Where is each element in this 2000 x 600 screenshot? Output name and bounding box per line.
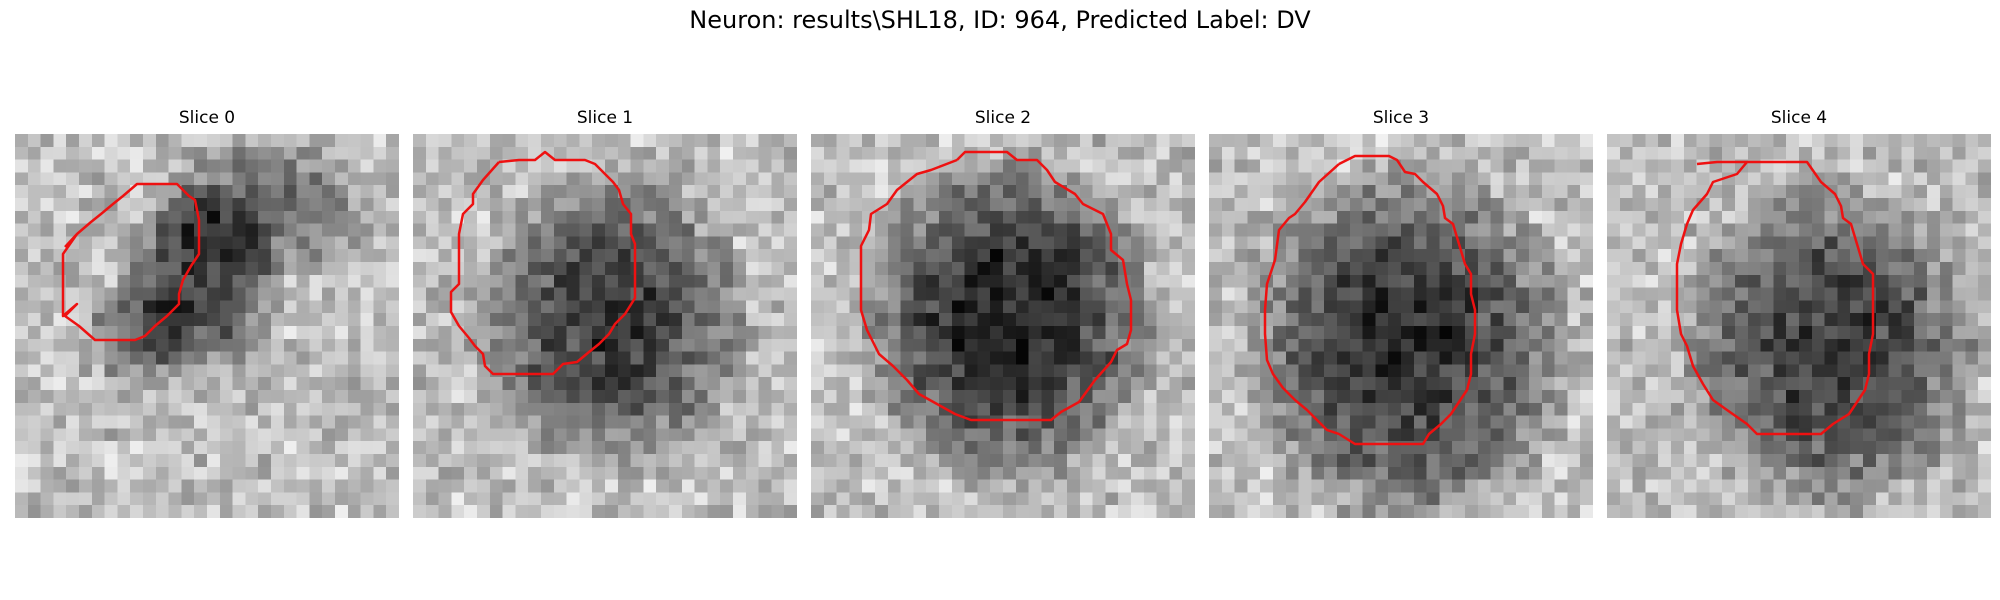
slice-contour-1 <box>449 150 637 376</box>
slice-title-1: Slice 1 <box>576 108 634 128</box>
slice-title-0: Slice 0 <box>178 108 236 128</box>
slice-image-1 <box>413 134 797 518</box>
slice-panel-2: Slice 2 <box>811 108 1195 518</box>
slice-contour-4 <box>1675 160 1875 436</box>
roi-contour-1 <box>449 150 637 376</box>
roi-contour-4 <box>1675 160 1875 436</box>
roi-contour-2 <box>859 150 1133 422</box>
slice-contour-3 <box>1263 154 1477 446</box>
slice-panel-0: Slice 0 <box>15 108 399 518</box>
slice-panel-3: Slice 3 <box>1209 108 1593 518</box>
slice-title-3: Slice 3 <box>1372 108 1430 128</box>
slice-contour-0 <box>61 182 201 342</box>
slice-title-4: Slice 4 <box>1770 108 1828 128</box>
slice-contour-2 <box>859 150 1133 422</box>
slice-panel-1: Slice 1 <box>413 108 797 518</box>
slice-title-2: Slice 2 <box>974 108 1032 128</box>
roi-contour-0 <box>61 182 201 342</box>
figure-title: Neuron: results\SHL18, ID: 964, Predicte… <box>689 6 1311 34</box>
slice-panel-4: Slice 4 <box>1607 108 1991 518</box>
roi-contour-3 <box>1263 154 1477 446</box>
slice-image-3 <box>1209 134 1593 518</box>
slice-image-4 <box>1607 134 1991 518</box>
